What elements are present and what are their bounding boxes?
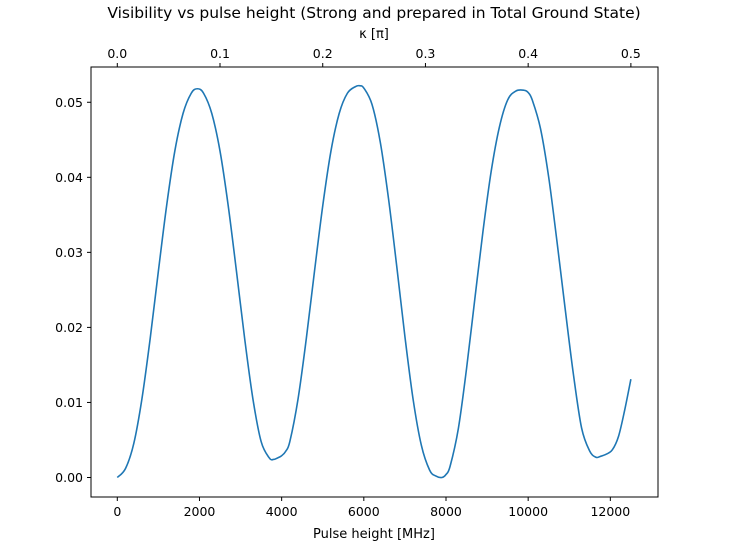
y-tick-label: 0.04: [55, 170, 83, 185]
y-tick-label: 0.01: [55, 395, 83, 410]
top-x-tick-label: 0.5: [621, 46, 641, 61]
y-tick-label: 0.05: [55, 95, 83, 110]
x-tick-label: 8000: [430, 504, 462, 519]
top-x-tick-label: 0.4: [518, 46, 538, 61]
top-x-tick-label: 0.3: [416, 46, 436, 61]
x-tick-label: 2000: [184, 504, 216, 519]
plot-area-frame: [90, 66, 659, 498]
y-tick-label: 0.02: [55, 320, 83, 335]
x-tick-label: 0: [113, 504, 121, 519]
y-tick-label: 0.03: [55, 245, 83, 260]
x-tick-label: 12000: [590, 504, 630, 519]
x-tick-label: 10000: [508, 504, 548, 519]
top-x-tick-label: 0.1: [210, 46, 230, 61]
top-x-axis-label: κ [π]: [359, 27, 389, 42]
top-x-tick-label: 0.0: [107, 46, 127, 61]
x-tick-label: 6000: [348, 504, 380, 519]
y-tick-label: 0.00: [55, 470, 83, 485]
chart-marks: 0 2000 4000 6000 8000 10000 12000 0.00 0.01 0.02 0…: [55, 46, 641, 519]
series-line-0: [116, 84, 632, 479]
top-x-tick-label: 0.2: [313, 46, 333, 61]
chart-title: Visibility vs pulse height (Strong and p…: [107, 4, 640, 22]
x-tick-label: 4000: [266, 504, 298, 519]
x-axis-label: Pulse height [MHz]: [313, 527, 435, 542]
